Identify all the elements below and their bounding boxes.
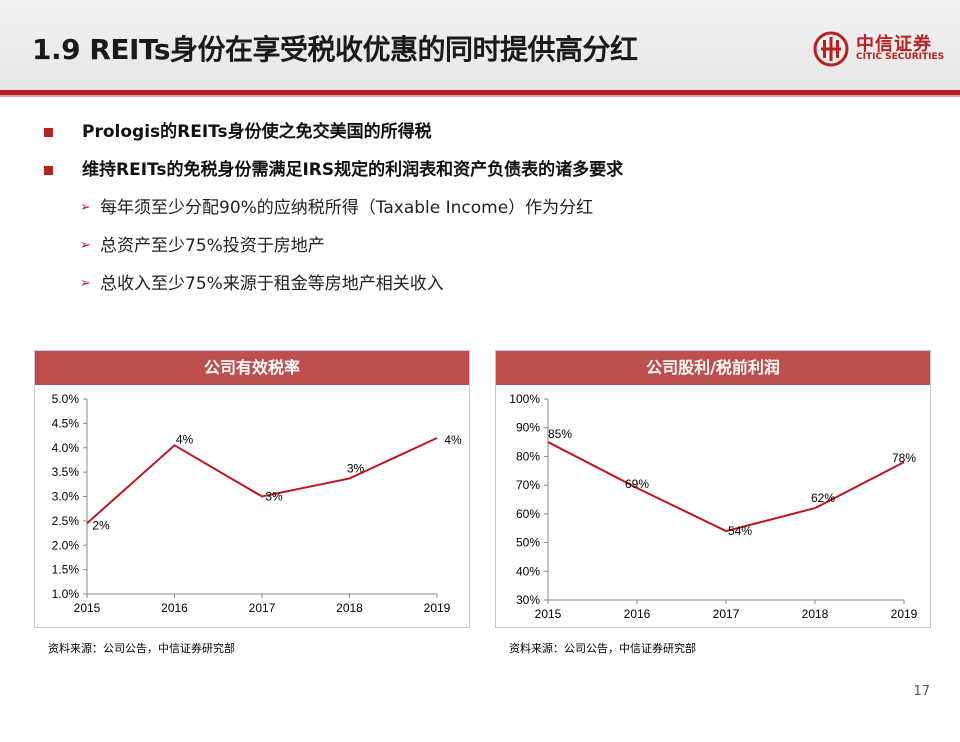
page-number: 17: [913, 684, 930, 699]
header-divider: [0, 90, 960, 95]
bullet-item: 维持REITs的免税身份需满足IRS规定的利润表和资产负债表的诸多要求: [40, 156, 920, 194]
chart-title: 公司有效税率: [35, 351, 469, 385]
x-tick-label: 2017: [713, 607, 740, 621]
payout-ratio-line-chart: 30% 40% 50% 60% 70% 80% 90% 100% 2015 2016 2017 201…: [509, 392, 918, 621]
series-line: [547, 441, 905, 533]
sub-bullet-text: 总资产至少75%投资于房地产: [100, 236, 325, 256]
chart-source-note: 资料来源：公司公告，中信证券研究部: [48, 642, 235, 655]
x-tick-label: 2015: [74, 601, 101, 615]
data-label: 3%: [347, 461, 365, 475]
y-tick-label: 4.0%: [52, 441, 80, 455]
x-tick-label: 2018: [336, 601, 363, 615]
y-tick-label: 80%: [516, 449, 540, 463]
slide-header: 1.9 REITs身份在享受税收优惠的同时提供高分红 中信证券 CITIC SE…: [0, 0, 960, 90]
logo-chinese-name: 中信证券: [856, 34, 932, 55]
chart-source-note: 资料来源：公司公告，中信证券研究部: [509, 642, 696, 655]
x-tick-label: 2018: [802, 607, 829, 621]
y-tick-label: 60%: [516, 507, 540, 521]
series-line: [86, 437, 438, 525]
y-tick-label: 70%: [516, 478, 540, 492]
y-tick-label: 1.0%: [52, 587, 80, 601]
citic-emblem-icon: [813, 31, 849, 67]
citic-logo: 中信证券 CITIC SECURITIES: [812, 30, 947, 68]
bullet-text: Prologis的REITs身份使之免交美国的所得税: [82, 122, 432, 142]
y-tick-label: 1.5%: [52, 563, 80, 577]
data-label: 54%: [728, 524, 752, 538]
bullet-text: 维持REITs的免税身份需满足IRS规定的利润表和资产负债表的诸多要求: [82, 160, 624, 180]
square-bullet-icon: [44, 128, 53, 137]
y-tick-label: 50%: [516, 536, 540, 550]
y-tick-label: 5.0%: [52, 392, 80, 406]
sub-bullet-item: ➢ 总收入至少75%来源于租金等房地产相关收入: [40, 270, 920, 308]
y-tick-label: 40%: [516, 564, 540, 578]
x-tick-label: 2015: [535, 607, 562, 621]
slide-title: 1.9 REITs身份在享受税收优惠的同时提供高分红: [32, 33, 638, 66]
sub-bullet-text: 每年须至少分配90%的应纳税所得（Taxable Income）作为分红: [100, 198, 594, 218]
tax-rate-line-chart: 1.0% 1.5% 2.0% 2.5% 3.0% 3.5% 4.0% 4.5% 5.0% 2015…: [52, 392, 462, 615]
sub-bullet-text: 总收入至少75%来源于租金等房地产相关收入: [100, 274, 444, 294]
chart-title: 公司股利/税前利润: [496, 351, 930, 385]
data-label: 85%: [548, 427, 572, 441]
x-tick-label: 2017: [249, 601, 276, 615]
y-tick-label: 30%: [516, 593, 540, 607]
data-label: 4%: [444, 433, 462, 447]
data-label: 3%: [265, 490, 283, 504]
data-label: 62%: [811, 491, 835, 505]
y-tick-label: 90%: [516, 421, 540, 435]
data-label: 78%: [892, 451, 916, 465]
logo-english-name: CITIC SECURITIES: [856, 52, 945, 62]
arrow-bullet-icon: ➢: [80, 276, 91, 291]
header-divider-accent: [0, 95, 960, 97]
y-tick-label: 2.0%: [52, 538, 80, 552]
data-label: 4%: [176, 432, 194, 446]
y-tick-label: 3.0%: [52, 490, 80, 504]
arrow-bullet-icon: ➢: [80, 200, 91, 215]
x-tick-label: 2016: [161, 601, 188, 615]
arrow-bullet-icon: ➢: [80, 238, 91, 253]
bullet-list: Prologis的REITs身份使之免交美国的所得税 维持REITs的免税身份需…: [40, 118, 920, 308]
data-label: 69%: [625, 477, 649, 491]
x-tick-label: 2019: [891, 607, 918, 621]
y-tick-label: 4.5%: [52, 416, 80, 430]
y-tick-label: 3.5%: [52, 465, 80, 479]
square-bullet-icon: [44, 166, 53, 175]
chart-panel-tax-rate: 公司有效税率 1.0% 1.5% 2.0% 2.5% 3.0% 3.5% 4.0% 4.5% 5…: [34, 350, 470, 628]
y-tick-label: 2.5%: [52, 514, 80, 528]
data-label: 2%: [92, 518, 110, 532]
sub-bullet-item: ➢ 总资产至少75%投资于房地产: [40, 232, 920, 270]
x-tick-label: 2016: [624, 607, 651, 621]
bullet-item: Prologis的REITs身份使之免交美国的所得税: [40, 118, 920, 156]
sub-bullet-item: ➢ 每年须至少分配90%的应纳税所得（Taxable Income）作为分红: [40, 194, 920, 232]
y-tick-label: 100%: [509, 392, 540, 406]
x-tick-label: 2019: [424, 601, 451, 615]
chart-panel-payout-ratio: 公司股利/税前利润 30% 40% 50% 60% 70% 80% 90% 100% 2015 2…: [495, 350, 931, 628]
